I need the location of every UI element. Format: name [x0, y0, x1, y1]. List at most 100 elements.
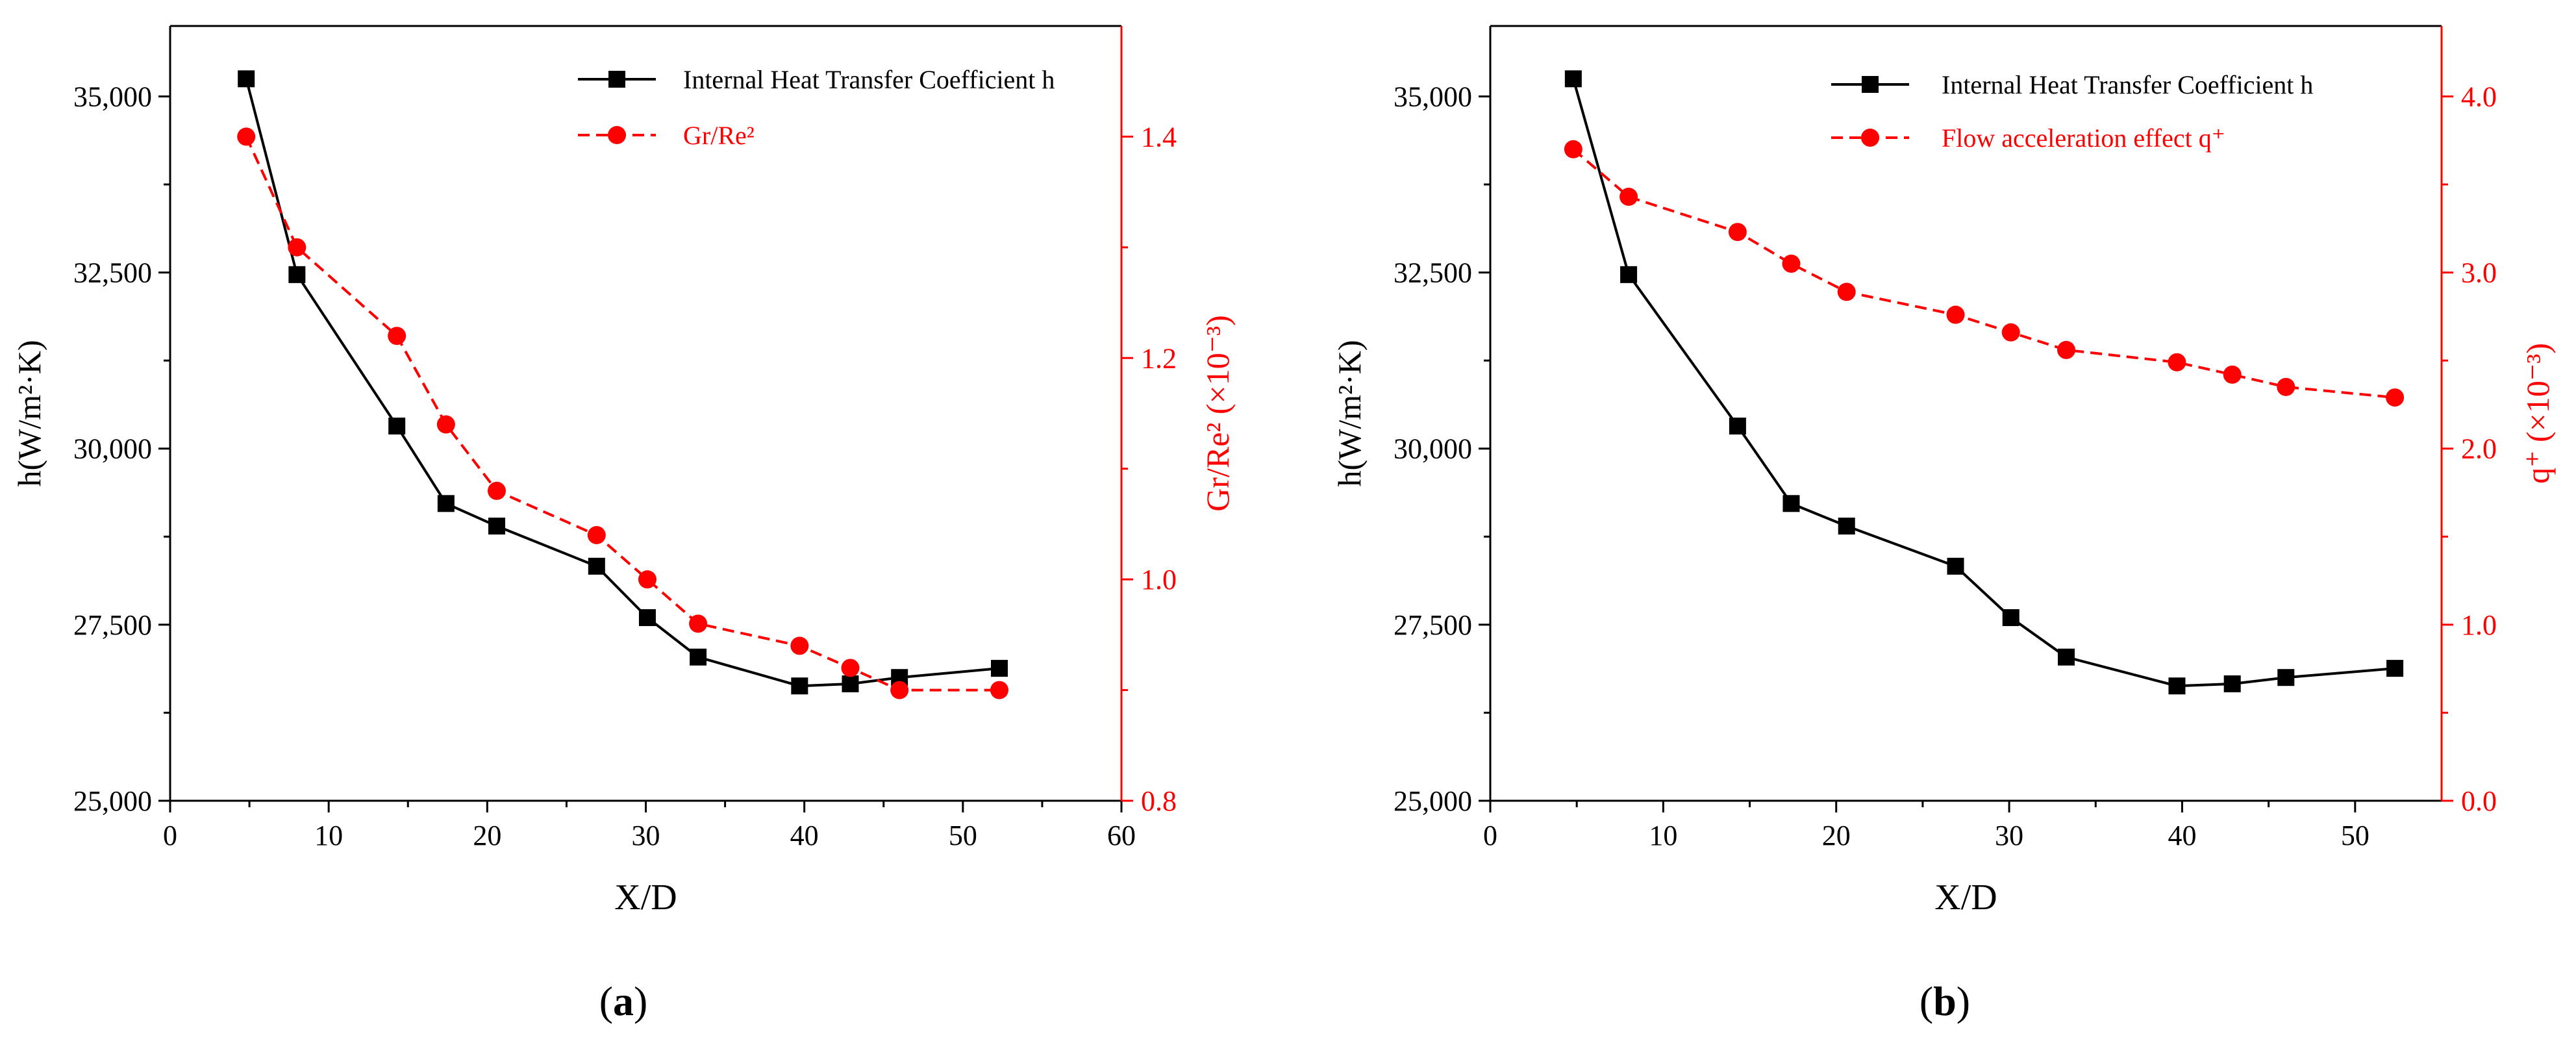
legend: Internal Heat Transfer Coefficient h Flow… — [1831, 70, 2313, 153]
y-left-tick-label: 32,500 — [73, 257, 152, 289]
data-point-h — [238, 70, 255, 88]
y-right-tick-label: 4.0 — [2461, 81, 2497, 112]
data-point-h — [388, 418, 406, 435]
y-left-axis-title: h(W/m²·K) — [11, 340, 47, 486]
y-right-tick-label: 1.4 — [1141, 121, 1177, 153]
data-point-gr-re2 — [890, 681, 909, 699]
legend-label-2: Gr/Re² — [683, 121, 755, 150]
series-line-gr-re2 — [245, 136, 999, 692]
data-point-gr-re2 — [638, 570, 657, 589]
data-point-h — [1947, 557, 1964, 575]
data-point-h — [1782, 495, 1800, 512]
y-right-axis-title: Gr/Re² (×10⁻³) — [1199, 315, 1236, 512]
x-tick-label: 50 — [2341, 820, 2370, 851]
data-point-h — [2223, 675, 2241, 692]
y-left-tick-label: 35,000 — [1394, 81, 1472, 112]
data-point-q-plus — [2001, 323, 2020, 342]
data-point-h — [638, 609, 656, 627]
x-tick-label: 50 — [949, 820, 977, 851]
data-point-gr-re2 — [288, 238, 306, 257]
y-left-tick-label: 32,500 — [1394, 257, 1472, 289]
x-tick-label: 0 — [1483, 820, 1497, 851]
panel-a-caption: (a) — [599, 978, 648, 1024]
data-point-gr-re2 — [841, 659, 860, 677]
x-tick-label: 30 — [632, 820, 660, 851]
data-point-q-plus — [1728, 223, 1747, 242]
data-point-gr-re2 — [487, 481, 506, 500]
data-point-gr-re2 — [388, 327, 406, 346]
x-tick-label: 60 — [1107, 820, 1136, 851]
data-point-q-plus — [2168, 353, 2186, 371]
y-left-tick-label: 30,000 — [1394, 433, 1472, 465]
y-right-tick-label: 2.0 — [2461, 433, 2497, 465]
y-right-tick-label: 1.0 — [2461, 609, 2497, 641]
x-tick-label: 20 — [1822, 820, 1851, 851]
data-point-h — [488, 518, 505, 535]
y-left-tick-label: 27,500 — [1394, 609, 1472, 641]
y-right-tick-label: 0.8 — [1141, 785, 1177, 817]
data-point-q-plus — [1837, 283, 1856, 301]
data-point-gr-re2 — [990, 681, 1008, 699]
data-point-h — [1620, 266, 1638, 283]
y-right-tick-label: 1.0 — [1141, 564, 1177, 596]
chart-panel-a: 0 10 20 30 40 50 60 X/D 25,000 27,500 30,000 32,500… — [11, 25, 1236, 918]
legend-label-h: Internal Heat Transfer Coefficient h — [1942, 70, 2313, 99]
y-right-axis-title: q⁺ (×10⁻³) — [2520, 343, 2556, 484]
series-line-h — [1571, 78, 2395, 688]
data-point-gr-re2 — [436, 415, 455, 434]
y-left-tick-label: 35,000 — [73, 81, 152, 112]
data-point-q-plus — [2277, 377, 2295, 396]
data-point-h — [2277, 669, 2295, 686]
data-point-h — [2002, 609, 2020, 627]
data-point-h — [690, 648, 707, 666]
y-left-tick-label: 25,000 — [1394, 785, 1472, 817]
data-point-q-plus — [1564, 140, 1582, 158]
data-point-q-plus — [2223, 365, 2242, 384]
legend-swatch-marker-2 — [608, 126, 626, 144]
data-point-h — [588, 557, 605, 575]
data-point-h — [1838, 518, 1855, 535]
data-point-h — [2386, 660, 2404, 677]
data-point-q-plus — [1782, 255, 1801, 273]
data-point-gr-re2 — [689, 614, 708, 633]
panel-a-caption-letter: a — [613, 978, 634, 1024]
x-tick-label: 40 — [790, 820, 819, 851]
x-axis-title: X/D — [1934, 877, 1997, 918]
series-line-h — [245, 78, 1000, 688]
y-left-tick-label: 25,000 — [73, 785, 152, 817]
y-right-tick-label: 3.0 — [2461, 257, 2497, 289]
data-point-h — [437, 495, 455, 512]
data-point-gr-re2 — [790, 636, 809, 655]
y-left-axis-title: h(W/m²·K) — [1331, 340, 1368, 486]
panel-b-caption: (b) — [1919, 978, 1971, 1024]
legend-swatch-marker-2 — [1861, 129, 1879, 147]
data-point-q-plus — [1619, 188, 1638, 207]
legend-label-2: Flow acceleration effect q⁺ — [1942, 123, 2225, 153]
data-point-gr-re2 — [237, 127, 256, 146]
y-left-tick-label: 30,000 — [73, 433, 152, 465]
panel-b-caption-letter: b — [1933, 978, 1957, 1024]
series-line-q-plus — [1572, 148, 2395, 399]
data-point-h — [2057, 648, 2075, 666]
y-right-tick-label: 1.2 — [1141, 342, 1177, 374]
x-tick-label: 10 — [1649, 820, 1677, 851]
data-point-q-plus — [2057, 340, 2075, 359]
legend-swatch-marker-h — [608, 71, 625, 88]
data-point-h — [842, 675, 859, 692]
x-tick-label: 40 — [2168, 820, 2196, 851]
chart-panel-b: 0 10 20 30 40 50 X/D 25,000 27,500 30,000 32,500 35… — [1331, 25, 2556, 918]
x-axis-title: X/D — [614, 877, 677, 918]
data-point-q-plus — [2386, 388, 2405, 407]
data-point-q-plus — [1946, 305, 1965, 324]
legend-label-h: Internal Heat Transfer Coefficient h — [683, 65, 1055, 94]
data-point-h — [990, 660, 1008, 677]
data-point-h — [288, 266, 306, 283]
x-tick-label: 10 — [314, 820, 343, 851]
data-point-h — [2168, 677, 2186, 695]
y-left-tick-label: 27,500 — [73, 609, 152, 641]
legend: Internal Heat Transfer Coefficient h Gr/R… — [578, 65, 1055, 150]
data-point-gr-re2 — [587, 525, 606, 544]
x-tick-label: 20 — [473, 820, 501, 851]
data-point-h — [791, 677, 808, 695]
